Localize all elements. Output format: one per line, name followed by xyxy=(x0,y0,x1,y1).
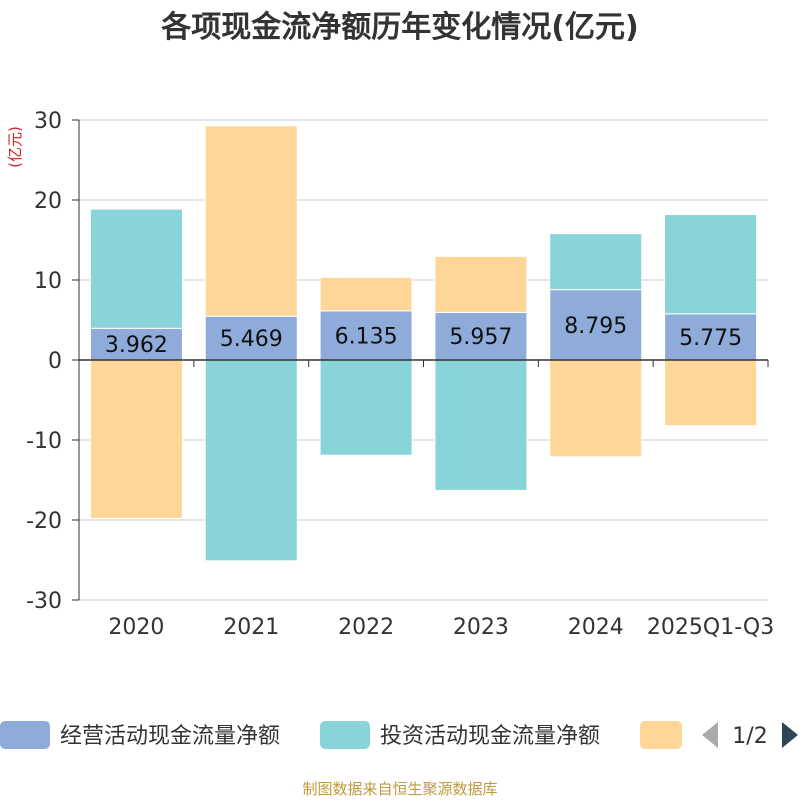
legend-page-indicator: 1/2 xyxy=(732,724,767,749)
data-label: 3.962 xyxy=(105,333,168,358)
y-tick-label: 30 xyxy=(34,109,62,134)
bar-series-3 xyxy=(319,276,413,312)
y-tick-label: 20 xyxy=(34,189,62,214)
bar-series-1 xyxy=(319,310,413,361)
bar-series-2 xyxy=(549,233,643,291)
legend-prev-icon[interactable] xyxy=(702,722,718,748)
data-label: 6.135 xyxy=(335,324,398,349)
bar-series-3 xyxy=(434,255,528,313)
grid-lines xyxy=(79,119,768,601)
x-tick-label: 2020 xyxy=(108,615,164,640)
x-tick-label: 2024 xyxy=(568,615,624,640)
bar-series-2 xyxy=(89,208,183,329)
y-axis-label: (亿元) xyxy=(6,126,24,168)
data-label: 8.795 xyxy=(564,314,627,339)
y-tick-label: 0 xyxy=(48,349,62,374)
y-tick-label: -20 xyxy=(26,509,62,534)
bar-series-2 xyxy=(434,359,528,491)
y-tick-label: 10 xyxy=(34,269,62,294)
legend-next-icon[interactable] xyxy=(782,722,798,748)
legend-swatch xyxy=(0,721,50,749)
x-tick-label: 2023 xyxy=(453,615,509,640)
x-tick-label: 2021 xyxy=(223,615,279,640)
legend-label: 投资活动现金流量净额 xyxy=(380,724,600,749)
bar-series-1 xyxy=(204,315,298,361)
bar-series-1 xyxy=(664,313,758,361)
legend: 经营活动现金流量净额 投资活动现金流量净额 1/2 xyxy=(0,721,798,749)
data-label: 5.469 xyxy=(220,327,283,352)
axes: 30 20 10 0 -10 -20 -30 2020 2021 2022 2023 2024 2025… xyxy=(26,109,774,640)
x-tick-label: 2022 xyxy=(338,615,394,640)
chart-title: 各项现金流净额历年变化情况(亿元) xyxy=(160,10,638,45)
data-label: 5.957 xyxy=(449,325,512,350)
footer-source: 制图数据来自恒生聚源数据库 xyxy=(302,780,497,798)
y-tick-label: -30 xyxy=(26,589,62,614)
bar-series-3 xyxy=(664,359,758,427)
x-tick-label: 2025Q1-Q3 xyxy=(647,615,774,640)
bar-series-3 xyxy=(204,125,298,317)
y-tick-label: -10 xyxy=(26,429,62,454)
bars xyxy=(89,125,758,562)
bar-series-2 xyxy=(664,214,758,315)
legend-swatch xyxy=(320,721,370,749)
data-labels: 3.962 5.469 6.135 5.957 8.795 5.775 xyxy=(105,314,742,358)
bar-series-3 xyxy=(549,359,643,458)
bar-series-3 xyxy=(89,359,183,519)
legend-label: 经营活动现金流量净额 xyxy=(60,724,280,749)
data-label: 5.775 xyxy=(679,326,742,351)
bar-series-2 xyxy=(204,359,298,562)
bar-series-1 xyxy=(549,289,643,361)
legend-swatch xyxy=(640,721,682,749)
bar-series-2 xyxy=(319,359,413,456)
